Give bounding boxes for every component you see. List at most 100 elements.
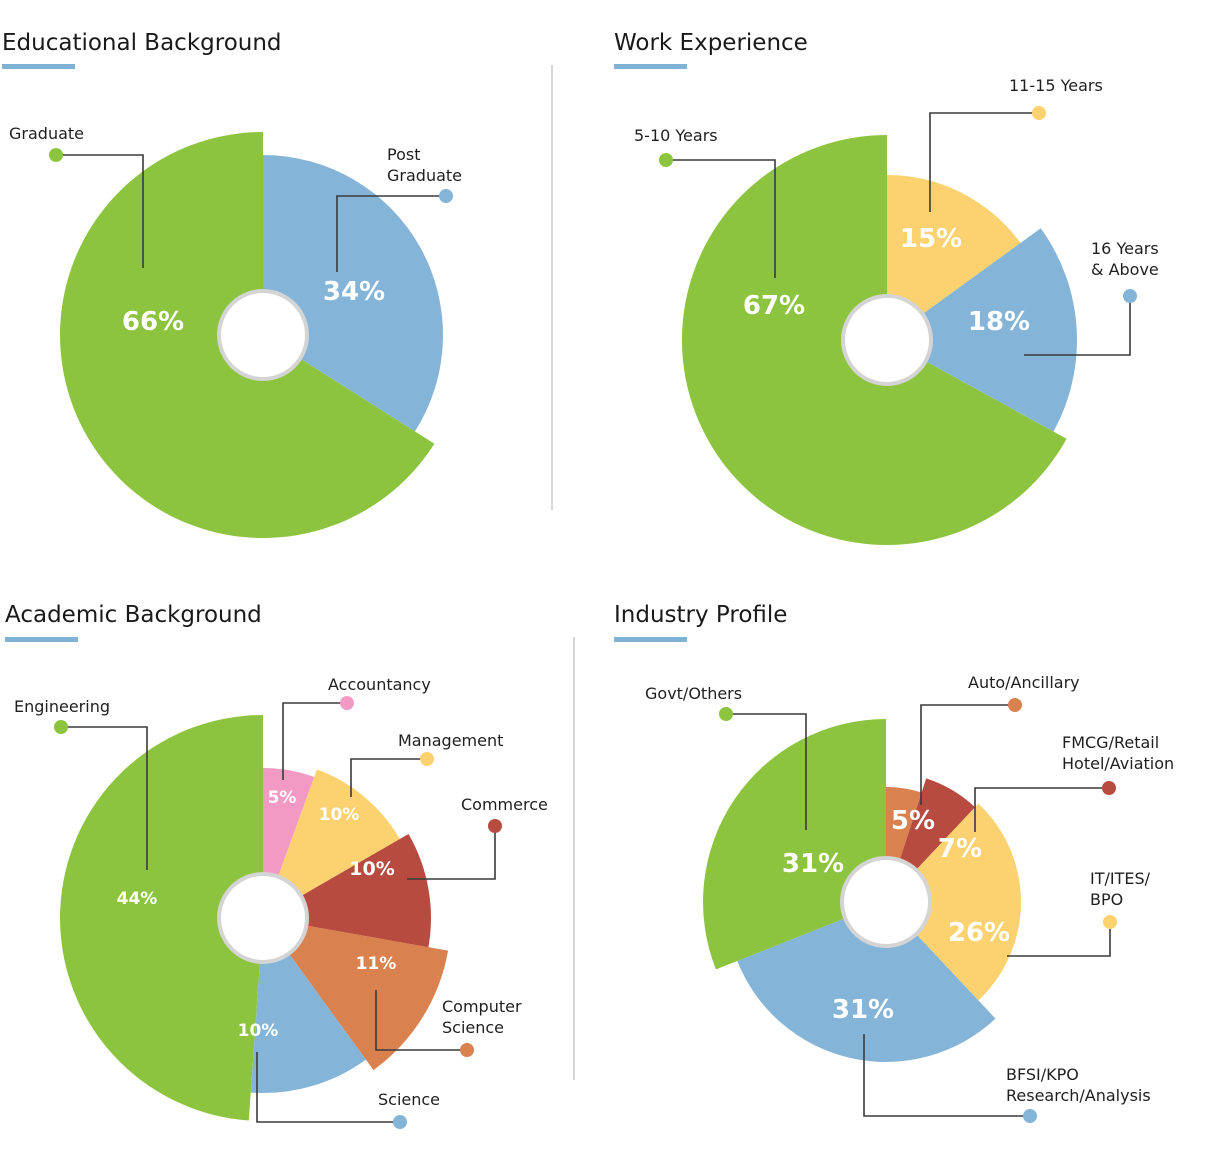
leader-line-11-15-years [929, 112, 1039, 212]
slices [703, 719, 1021, 1062]
category-label-16-years-above: 16 Years & Above [1091, 239, 1159, 279]
slice-11-15-years [887, 175, 1021, 340]
category-label-line: Research/Analysis [1006, 1086, 1151, 1105]
data-label-govt-others: 31% [782, 849, 844, 879]
leader-line-management [350, 758, 427, 797]
leader-line-accountancy [282, 702, 347, 780]
category-label-accountancy: Accountancy [328, 675, 431, 694]
category-label-line: 16 Years [1091, 239, 1159, 258]
donut-hole [217, 289, 309, 381]
chart-title: Work Experience [614, 30, 808, 56]
legend-dot-5-10-years [659, 153, 673, 167]
category-label-line: Accountancy [328, 675, 431, 694]
legend-dot-engineering [54, 720, 68, 734]
leader-line-5-10-years [666, 159, 776, 278]
category-label-line: Govt/Others [645, 684, 742, 703]
category-label-line: & Above [1091, 260, 1159, 279]
category-label-management: Management [398, 731, 503, 750]
legend-dot-graduate [49, 148, 63, 162]
data-label-post-graduate: 34% [323, 277, 385, 307]
leader-line-engineering [61, 726, 148, 870]
category-label-line: Science [442, 1018, 504, 1037]
title-underline [5, 637, 78, 642]
data-label-11-15-years: 15% [900, 224, 962, 254]
category-label-line: Computer [442, 997, 522, 1016]
slice-engineering [60, 715, 263, 1121]
chart-title: Educational Background [2, 30, 282, 56]
data-label-5-10-years: 67% [743, 291, 805, 321]
leader-line-commerce [407, 826, 496, 880]
donut-hole [840, 856, 932, 948]
slice-science [250, 918, 366, 1094]
legend-dot-computer-science [460, 1043, 474, 1057]
slice-it-ites-bpo [886, 803, 1021, 1001]
category-label-govt-others: Govt/Others [645, 684, 742, 703]
category-label-commerce: Commerce [461, 795, 548, 814]
chart-industry-profile: Industry Profile 5% Auto/Ancillary 7% FMCG/R… [614, 602, 1174, 1123]
category-label-line: Engineering [14, 697, 110, 716]
category-label-line: Management [398, 731, 503, 750]
title-underline [614, 64, 687, 69]
category-label-line: Post [387, 145, 420, 164]
legend-dot-11-15-years [1032, 106, 1046, 120]
category-label-fmcg-retail-hotel-aviation: FMCG/Retail Hotel/Aviation [1062, 733, 1174, 773]
legend-dot-it-ites-bpo [1103, 915, 1117, 929]
data-label-commerce: 10% [349, 858, 394, 880]
leader-line-bfsi-kpo-research-analysis [863, 1034, 1030, 1117]
category-label-line: IT/ITES/ [1090, 869, 1151, 888]
donut-hole [217, 872, 309, 964]
legend-dot-management [420, 752, 434, 766]
chart-title: Industry Profile [614, 602, 787, 628]
leader-line-science [256, 1052, 400, 1123]
data-label-accountancy: 5% [268, 788, 297, 808]
category-label-line: Hotel/Aviation [1062, 754, 1174, 773]
slice-bfsi-kpo-research-analysis [737, 902, 996, 1062]
leader-line-graduate [56, 154, 144, 268]
category-label-5-10-years: 5-10 Years [634, 126, 718, 145]
category-label-line: BPO [1090, 890, 1123, 909]
leader-line-post-graduate [336, 195, 446, 272]
category-label-line: 11-15 Years [1009, 76, 1103, 95]
leader-line-auto-ancillary [920, 704, 1015, 805]
category-label-it-ites-bpo: IT/ITES/BPO [1090, 869, 1151, 909]
category-label-line: Commerce [461, 795, 548, 814]
chart-work-experience: Work Experience 15% 11-15 Years 18% 16 Years… [614, 30, 1159, 545]
legend-dot-bfsi-kpo-research-analysis [1023, 1109, 1037, 1123]
category-label-line: BFSI/KPO [1006, 1065, 1079, 1084]
data-label-graduate: 66% [122, 307, 184, 337]
data-label-management: 10% [319, 805, 360, 825]
legend-dot-fmcg-retail-hotel-aviation [1102, 781, 1116, 795]
legend-dot-16-years-above [1123, 289, 1137, 303]
slice-post-graduate [263, 155, 443, 432]
data-label-computer-science: 11% [356, 954, 397, 974]
category-label-computer-science: Computer Science [442, 997, 522, 1037]
slice-management [263, 769, 400, 918]
data-label-auto-ancillary: 5% [891, 806, 935, 836]
category-label-graduate: Graduate [9, 124, 84, 143]
slices [60, 715, 449, 1121]
category-label-line: Graduate [9, 124, 84, 143]
category-label-post-graduate: Post Graduate [387, 145, 462, 185]
data-label-it-ites-bpo: 26% [948, 918, 1010, 948]
data-label-16-years-above: 18% [968, 307, 1030, 337]
chart-educational-background: Educational Background 34% Post Graduate 66%… [2, 30, 462, 539]
data-label-fmcg-retail-hotel-aviation: 7% [938, 834, 982, 864]
legend-dot-govt-others [719, 707, 733, 721]
legend-dot-post-graduate [439, 189, 453, 203]
data-label-engineering: 44% [117, 889, 158, 909]
category-label-line: Graduate [387, 166, 462, 185]
legend-dot-accountancy [340, 696, 354, 710]
legend-dot-commerce [488, 819, 502, 833]
chart-title: Academic Background [5, 602, 262, 628]
legend-dot-auto-ancillary [1008, 698, 1022, 712]
category-label-line: 5-10 Years [634, 126, 718, 145]
category-label-science: Science [378, 1090, 440, 1109]
slice-16-years-above [887, 228, 1077, 432]
donut-hole [841, 294, 933, 386]
leader-line-computer-science [375, 990, 467, 1051]
category-label-bfsi-kpo-research-analysis: BFSI/KPO Research/Analysis [1006, 1065, 1151, 1105]
chart-academic-background: Academic Background 5% Accountancy 10% Manag… [5, 602, 548, 1129]
leader-line-16-years-above [1024, 296, 1131, 356]
category-label-line: FMCG/Retail [1062, 733, 1159, 752]
